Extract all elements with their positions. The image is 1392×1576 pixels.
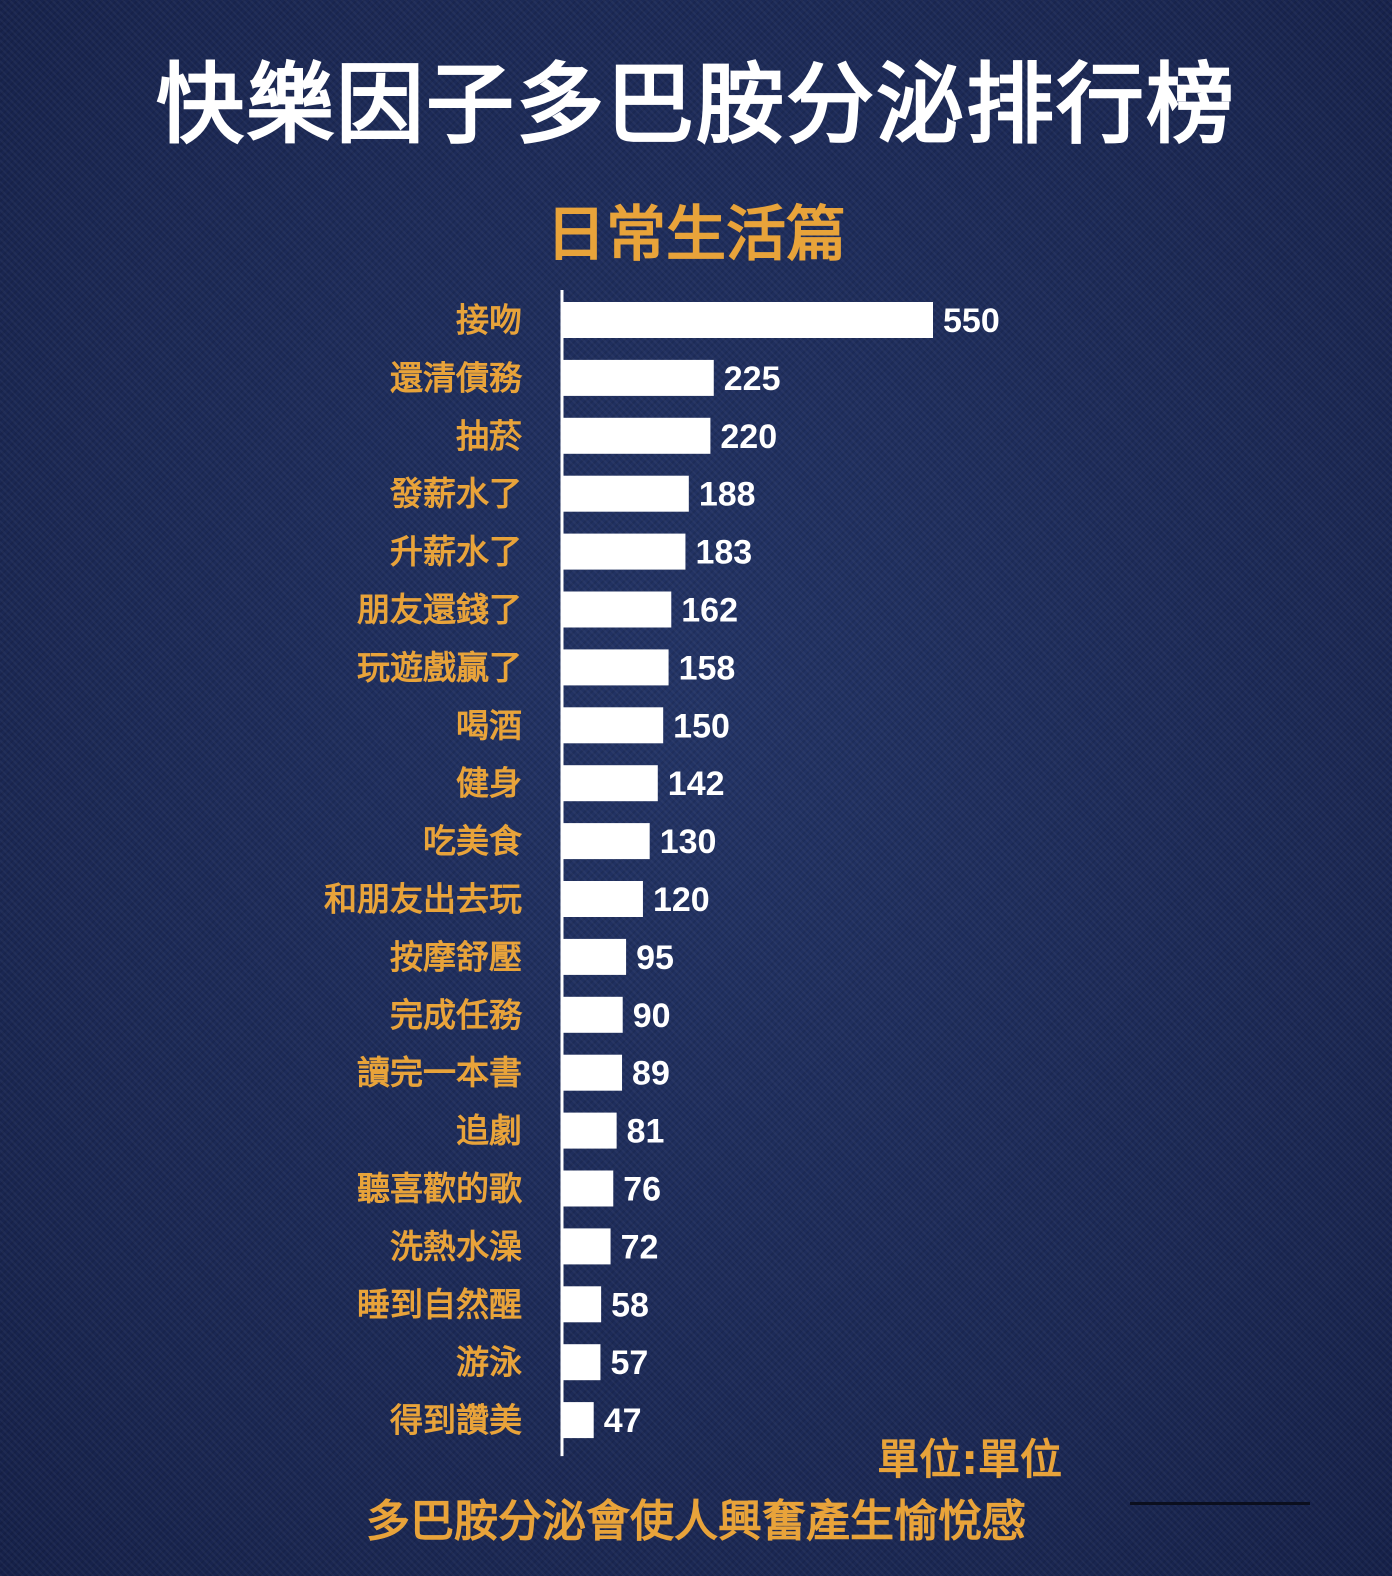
value-label-17: 58: [611, 1286, 649, 1324]
category-label-4: 升薪水了: [390, 532, 522, 571]
category-label-3: 發薪水了: [389, 474, 522, 513]
category-label-14: 追劇: [456, 1111, 522, 1150]
bar-12: [562, 996, 623, 1033]
value-label-1: 225: [724, 360, 781, 398]
bar-chart: 接吻還清債務抽菸發薪水了升薪水了朋友還錢了玩遊戲贏了喝酒健身吃美食和朋友出去玩按…: [324, 290, 1000, 1457]
value-label-19: 47: [604, 1402, 642, 1440]
value-label-6: 158: [679, 649, 736, 687]
category-label-19: 得到讚美: [389, 1401, 522, 1440]
value-label-group: 550 225 220 188 183 162 158 150 142 130 120 95 90 89 8…: [604, 302, 1000, 1440]
chart-subtitle: 日常生活篇: [546, 200, 846, 270]
category-label-6: 玩遊戲贏了: [357, 648, 522, 687]
chart-title: 快樂因子多巴胺分泌排行榜: [155, 53, 1236, 156]
category-label-11: 按摩舒壓: [390, 937, 522, 976]
bar-0: [562, 302, 933, 338]
category-label-7: 喝酒: [456, 706, 522, 745]
bar-1: [562, 359, 714, 396]
value-label-18: 57: [610, 1344, 648, 1382]
value-label-2: 220: [720, 418, 777, 456]
category-label-9: 吃美食: [423, 822, 523, 861]
bar-14: [562, 1112, 617, 1149]
footer-note: 多巴胺分泌會使人興奮產生愉悅感: [366, 1496, 1026, 1547]
bar-group: [562, 302, 933, 1439]
value-label-8: 142: [668, 765, 725, 803]
bar-9: [562, 823, 650, 860]
bar-3: [562, 475, 689, 512]
value-label-7: 150: [673, 707, 730, 745]
category-label-1: 還清債務: [390, 358, 523, 397]
value-label-0: 550: [943, 302, 1000, 340]
value-label-15: 76: [623, 1171, 661, 1209]
bar-11: [562, 938, 627, 975]
category-label-18: 游泳: [456, 1343, 522, 1382]
value-label-11: 95: [636, 939, 674, 977]
category-label-12: 完成任務: [390, 995, 523, 1034]
bar-2: [562, 417, 711, 454]
category-label-10: 和朋友出去玩: [324, 880, 522, 919]
bar-18: [562, 1344, 601, 1381]
footer-divider: [1130, 1502, 1310, 1505]
bar-5: [562, 591, 672, 628]
bar-13: [562, 1054, 623, 1091]
value-label-5: 162: [681, 592, 738, 630]
value-label-12: 90: [633, 997, 671, 1035]
bar-10: [562, 881, 643, 917]
category-label-16: 洗熱水澡: [390, 1227, 522, 1266]
category-label-15: 聽喜歡的歌: [357, 1169, 523, 1208]
unit-note: 單位:單位: [877, 1435, 1062, 1484]
value-label-3: 188: [699, 476, 756, 514]
value-label-9: 130: [660, 823, 717, 861]
bar-17: [562, 1286, 602, 1323]
bar-6: [562, 649, 669, 686]
category-label-13: 讀完一本書: [357, 1053, 522, 1092]
category-label-0: 接吻: [456, 301, 522, 340]
value-label-16: 72: [621, 1228, 659, 1266]
category-label-5: 朋友還錢了: [357, 590, 522, 629]
bar-4: [562, 533, 686, 570]
bar-16: [562, 1228, 611, 1265]
category-label-2: 抽菸: [456, 416, 523, 455]
category-label-17: 睡到自然醒: [357, 1285, 522, 1324]
category-label-group: 接吻還清債務抽菸發薪水了升薪水了朋友還錢了玩遊戲贏了喝酒健身吃美食和朋友出去玩按…: [324, 301, 523, 1440]
bar-8: [562, 765, 658, 802]
bar-7: [562, 707, 664, 744]
value-label-14: 81: [627, 1113, 665, 1151]
bar-15: [562, 1170, 614, 1207]
value-label-4: 183: [695, 534, 752, 572]
value-label-13: 89: [632, 1055, 670, 1093]
category-label-8: 健身: [456, 764, 522, 803]
bar-19: [562, 1402, 594, 1439]
value-label-10: 120: [653, 881, 710, 919]
